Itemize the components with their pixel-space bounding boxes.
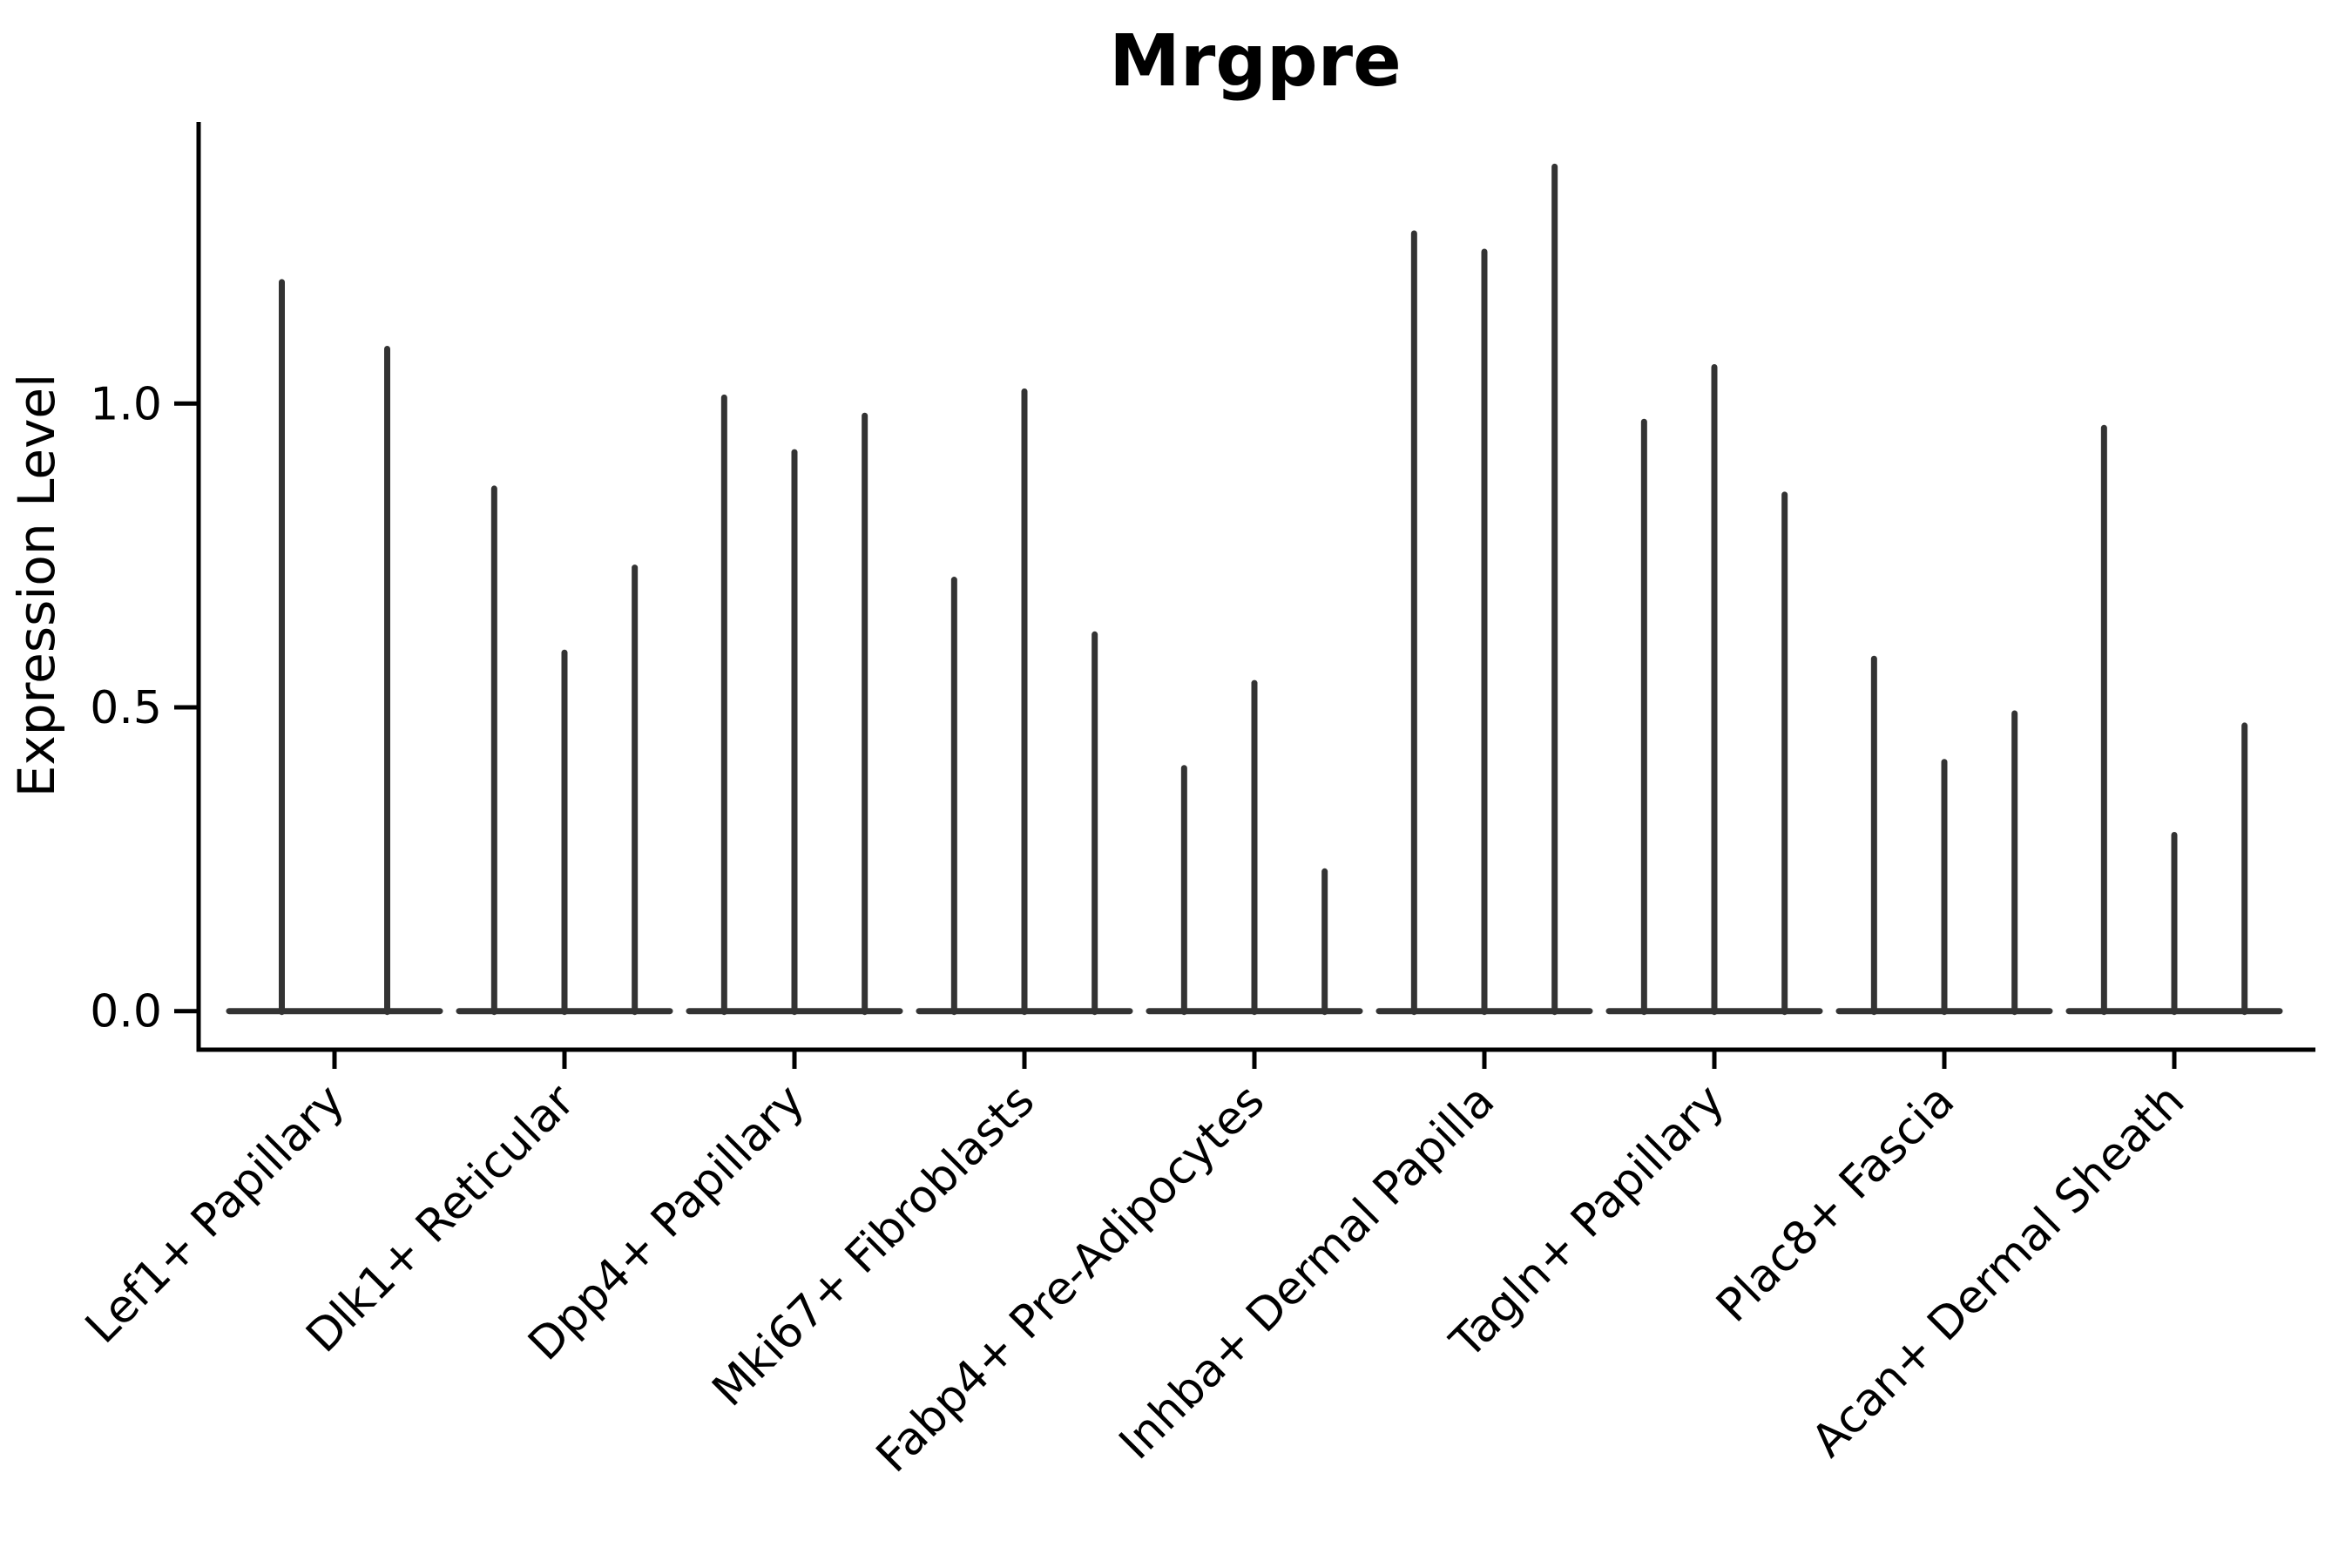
- x-tick-label: Inhba+ Dermal Papilla: [1110, 1075, 1504, 1470]
- violin-group: [1146, 679, 1363, 1016]
- x-tick-label: Plac8+ Fascia: [1707, 1075, 1964, 1333]
- violin-group: [1835, 655, 2053, 1016]
- y-axis-label: Expression Level: [7, 374, 66, 797]
- violin-group: [456, 485, 673, 1016]
- y-tick-label: 0.5: [90, 682, 162, 734]
- violin-group: [1375, 163, 1593, 1016]
- chart-title: Mrgpre: [1109, 20, 1402, 103]
- y-tick-label: 0.0: [90, 986, 162, 1038]
- violin-group: [916, 388, 1133, 1016]
- y-tick-label: 1.0: [90, 378, 162, 430]
- violin-group: [1605, 363, 1823, 1016]
- violin-group: [686, 394, 903, 1016]
- x-tick-label: Acan+ Dermal Sheath: [1802, 1075, 2195, 1468]
- violin-group: [2065, 424, 2283, 1016]
- violin-group: [226, 279, 443, 1016]
- x-tick-label: Fabp4+ Pre-Adipocytes: [867, 1075, 1274, 1483]
